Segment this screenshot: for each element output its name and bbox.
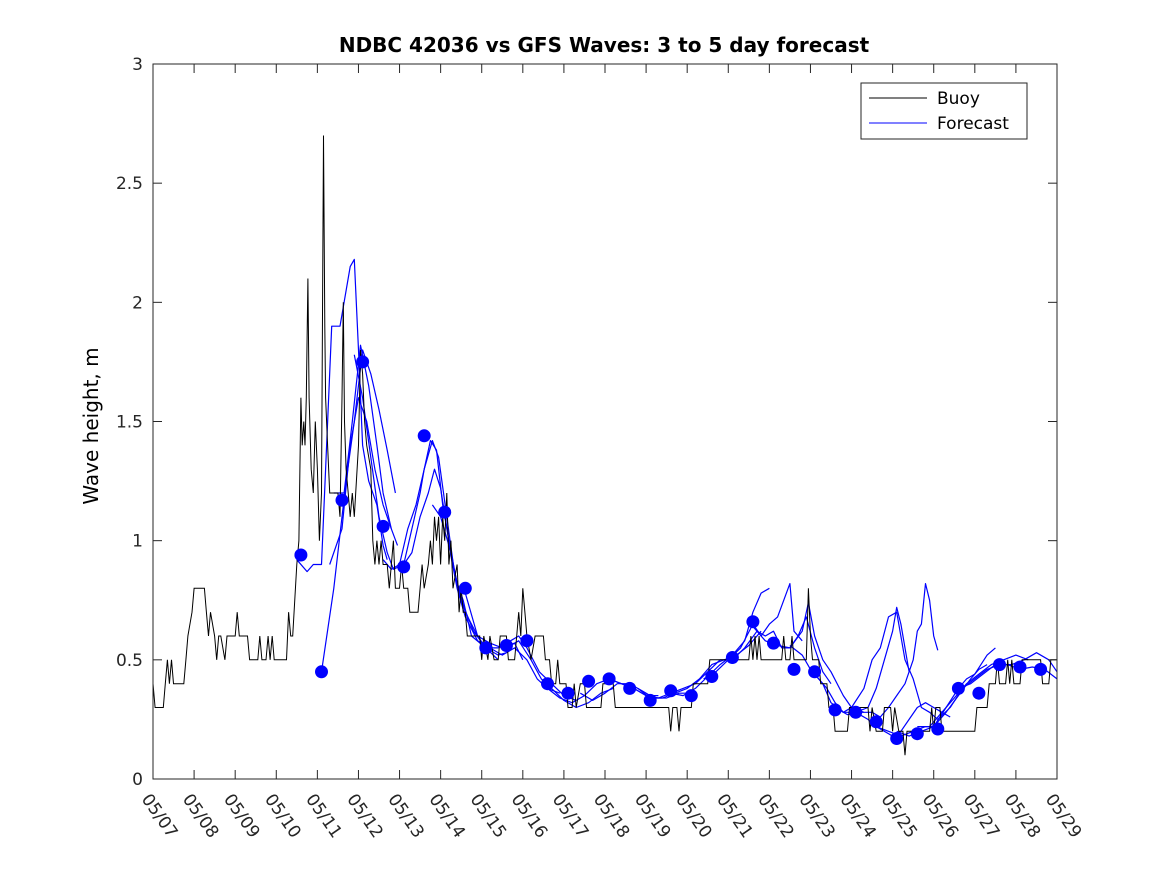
x-tick-label: 05/18: [589, 790, 633, 842]
y-tick-label: 2.5: [116, 174, 143, 194]
forecast-marker: [356, 355, 370, 369]
forecast-line: [752, 602, 865, 713]
forecast-marker: [458, 581, 472, 595]
x-tick-label: 05/14: [425, 790, 469, 842]
x-tick-label: 05/10: [260, 790, 304, 842]
y-axis-label: Wave height, m: [79, 347, 103, 504]
x-tick-label: 05/29: [1041, 790, 1085, 842]
x-tick-label: 05/17: [548, 790, 592, 842]
forecast-marker: [787, 662, 801, 676]
forecast-marker: [1034, 662, 1048, 676]
forecast-marker: [602, 672, 616, 686]
forecast-marker: [582, 674, 596, 688]
forecast-marker: [294, 548, 308, 562]
x-tick-label: 05/24: [835, 790, 879, 842]
forecast-marker: [931, 722, 945, 736]
y-tick-label: 3: [132, 55, 143, 75]
forecast-marker: [397, 560, 411, 574]
forecast-marker: [910, 727, 924, 741]
x-tick-label: 05/23: [794, 790, 838, 842]
forecast-line: [506, 640, 614, 709]
forecast-marker: [520, 634, 534, 648]
x-tick-label: 05/08: [178, 790, 222, 842]
marker-layer: [294, 355, 1048, 745]
chart-title: NDBC 42036 vs GFS Waves: 3 to 5 day fore…: [339, 33, 870, 57]
forecast-marker: [951, 681, 965, 695]
forecast-marker: [972, 686, 986, 700]
legend-forecast-label: Forecast: [937, 114, 1009, 134]
forecast-line: [382, 440, 507, 656]
forecast-marker: [541, 677, 554, 691]
y-tick-label: 1.5: [116, 413, 143, 433]
forecast-marker: [643, 693, 657, 707]
forecast-marker: [684, 689, 698, 703]
forecast-line: [637, 630, 762, 699]
y-tick-label: 2: [132, 293, 143, 313]
forecast-marker: [849, 705, 863, 719]
forecast-line: [296, 258, 388, 573]
x-tick-label: 05/22: [753, 790, 797, 842]
series-layer: [153, 135, 1057, 756]
x-tick-label: 05/11: [301, 790, 345, 842]
x-tick-label: 05/09: [219, 790, 263, 842]
x-tick-label: 05/21: [712, 790, 756, 842]
x-tick-label: 05/28: [1000, 790, 1044, 842]
forecast-marker: [315, 665, 328, 679]
x-tick-label: 05/12: [342, 790, 386, 842]
forecast-marker: [438, 505, 452, 519]
forecast-line: [917, 654, 1029, 728]
forecast-line: [731, 616, 832, 685]
forecast-marker: [1013, 660, 1027, 674]
forecast-line: [431, 504, 561, 694]
y-tick-label: 0.5: [116, 651, 143, 671]
x-tick-label: 05/19: [630, 790, 674, 842]
forecast-marker: [890, 732, 904, 745]
forecast-line: [403, 468, 524, 661]
x-tick-label: 05/26: [918, 790, 962, 842]
forecast-marker: [705, 670, 719, 683]
forecast-marker: [376, 519, 390, 533]
forecast-marker: [725, 651, 739, 664]
x-tick-label: 05/07: [137, 790, 181, 842]
plot-area-frame: [152, 63, 1058, 780]
forecast-marker: [335, 493, 349, 507]
forecast-marker: [767, 636, 780, 650]
forecast-marker: [623, 681, 637, 695]
forecast-marker: [417, 429, 431, 443]
legend-box: [860, 82, 1028, 140]
buoy-line: [153, 135, 1057, 756]
forecast-marker: [561, 686, 575, 700]
x-tick-label: 05/20: [671, 790, 715, 842]
forecast-line: [333, 344, 399, 546]
forecast-marker: [869, 715, 883, 729]
legend-buoy-label: Buoy: [937, 89, 980, 109]
forecast-marker: [664, 684, 678, 698]
legend: Buoy Forecast: [860, 82, 1028, 140]
forecast-line: [329, 397, 392, 565]
x-tick-label: 05/15: [466, 790, 510, 842]
x-tick-label: 05/27: [959, 790, 1003, 842]
y-tick-label: 1: [132, 532, 143, 552]
y-tick-label: 0: [132, 770, 143, 790]
forecast-marker: [993, 658, 1006, 672]
x-tick-label: 05/16: [507, 790, 551, 842]
forecast-line: [320, 349, 396, 672]
x-tick-label: 05/13: [383, 790, 427, 842]
forecast-marker: [479, 641, 493, 655]
forecast-marker: [808, 665, 822, 679]
forecast-line: [834, 583, 939, 718]
x-tick-label: 05/25: [877, 790, 921, 842]
forecast-marker: [828, 703, 842, 717]
forecast-line: [353, 354, 499, 661]
forecast-marker: [499, 639, 513, 652]
forecast-marker: [746, 615, 760, 629]
forecast-line: [703, 583, 803, 680]
